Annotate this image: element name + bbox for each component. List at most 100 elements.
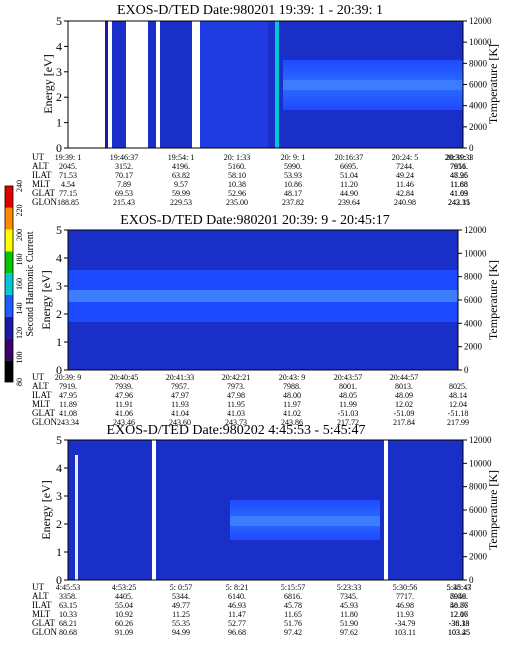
colorbar-tick-label: 100 — [15, 352, 24, 364]
ephemeris-cell: -51.03 — [338, 409, 359, 418]
ephemeris-cell: 4.54 — [61, 180, 75, 189]
ephemeris-cell: 103.45 — [448, 628, 470, 637]
ephemeris-cell: 20:16:37 — [335, 153, 363, 162]
colorbar-frame — [4, 185, 14, 383]
colorbar-cell — [5, 360, 13, 382]
ephemeris-cell: 80.68 — [59, 628, 77, 637]
colorbar-label: Second Harmonic Current — [25, 231, 36, 336]
ephemeris-row-label: GLAT — [32, 408, 55, 418]
colorbar-cell — [5, 207, 13, 230]
y2-tick-label: 2000 — [469, 122, 488, 132]
ephemeris-cell: 6695. — [340, 162, 358, 171]
ephemeris-cell: 63.15 — [59, 601, 77, 610]
y-tick-label: 0 — [56, 141, 62, 155]
y2-tick-label: 2000 — [464, 342, 483, 352]
ephemeris-row-label: ILAT — [32, 170, 52, 180]
panel-1-bright-line — [275, 21, 279, 148]
ephemeris-cell: 11.95 — [227, 400, 245, 409]
panel-1-y2label: Temperature [K] — [486, 44, 500, 124]
ephemeris-cell: 8025. — [449, 382, 467, 391]
panel-3: EXOS-D/TED Date:980202 4:45:53 - 5:45:47… — [32, 423, 500, 637]
panel-2-y-axis: 0 1 2 3 4 5 — [56, 223, 68, 377]
ephemeris-cell: 68.21 — [59, 619, 77, 628]
ephemeris-cell: 7973. — [227, 382, 245, 391]
y2-tick-label: 10000 — [464, 248, 487, 258]
ephemeris-cell: 96.68 — [228, 628, 246, 637]
y-tick-label: 0 — [56, 363, 62, 377]
panel-1-strip — [112, 21, 126, 148]
panel-1-data-gap — [68, 21, 105, 148]
ephemeris-cell: 215.43 — [113, 198, 135, 207]
ephemeris-cell: 10.33 — [59, 610, 77, 619]
ephemeris-row-label: UT — [32, 372, 44, 382]
panel-2: EXOS-D/TED Date:980201 20:39: 9 - 20:45:… — [32, 213, 500, 427]
colorbar-tick-label: 80 — [15, 378, 24, 386]
ephemeris-cell: 19:46:37 — [110, 153, 138, 162]
ephemeris-cell: 239.64 — [338, 198, 360, 207]
ephemeris-row-label: MLT — [32, 399, 51, 409]
ephemeris-cell: 41.06 — [115, 409, 133, 418]
ephemeris-cell: 41.02 — [283, 409, 301, 418]
y2-tick-label: 0 — [469, 143, 474, 153]
ephemeris-cell: 243.46 — [113, 418, 135, 427]
ephemeris-cell: -34.79 — [395, 619, 416, 628]
ephemeris-cell: 12.17 — [450, 610, 468, 619]
panel-1-data-gap — [192, 21, 200, 148]
y-tick-label: 5 — [56, 223, 62, 237]
colorbar-tick-label: 140 — [15, 303, 24, 315]
panel-1-band-core — [283, 80, 463, 90]
ephemeris-cell: 7.89 — [117, 180, 131, 189]
ephemeris-cell: 20: 1:33 — [224, 153, 250, 162]
ephemeris-cell: 53.93 — [284, 171, 302, 180]
panel-1-strip — [148, 21, 156, 148]
panel-2-title: EXOS-D/TED Date:980201 20:39: 9 - 20:45:… — [120, 213, 389, 228]
ephemeris-cell: 11.88 — [450, 180, 468, 189]
ephemeris-cell: 243.73 — [225, 418, 247, 427]
ephemeris-cell: 217.72 — [337, 418, 359, 427]
y2-tick-label: 10000 — [469, 458, 492, 468]
ephemeris-cell: 4196. — [172, 162, 190, 171]
panel-2-ephemeris-table: UT 20:39: 9 20:40:45 20:41:33 20:42:21 20:43:… — [32, 372, 469, 427]
ephemeris-row-label: ILAT — [32, 600, 52, 610]
ephemeris-cell: 70.17 — [115, 171, 133, 180]
ephemeris-cell: 7244. — [396, 162, 414, 171]
ephemeris-cell: 6140. — [228, 592, 246, 601]
panel-2-plot — [67, 229, 459, 371]
ephemeris-cell: 20:24: 5 — [392, 153, 418, 162]
ephemeris-row-label: GLAT — [32, 188, 55, 198]
y2-tick-label: 6000 — [464, 295, 483, 305]
ephemeris-cell: 8046. — [450, 592, 468, 601]
ephemeris-row-label: ALT — [32, 381, 49, 391]
panel-3-y-axis: 0 1 2 3 4 5 — [56, 433, 68, 587]
y2-tick-label: 0 — [464, 365, 469, 375]
ephemeris-cell: 5: 0:57 — [170, 583, 192, 592]
ephemeris-cell: 48.00 — [283, 391, 301, 400]
ephemeris-cell: 44.90 — [340, 189, 358, 198]
ephemeris-cell: 12.06 — [450, 610, 468, 619]
ephemeris-cell: 12.02 — [395, 400, 413, 409]
panel-3-y2-axis: 0 2000 4000 6000 8000 10000 12000 — [463, 435, 492, 585]
ephemeris-cell: 2045. — [59, 162, 77, 171]
ephemeris-cell: 4405. — [115, 592, 133, 601]
ephemeris-cell: 10.92 — [115, 610, 133, 619]
y-tick-label: 4 — [56, 251, 62, 265]
ephemeris-cell: 19:54: 1 — [168, 153, 194, 162]
ephemeris-cell: 48.09 — [395, 391, 413, 400]
ephemeris-row-label: GLAT — [32, 618, 55, 628]
ephemeris-cell: 45.78 — [284, 601, 302, 610]
y-tick-label: 1 — [56, 335, 62, 349]
ephemeris-cell: 11.89 — [59, 400, 77, 409]
ephemeris-cell: 20:40:45 — [110, 373, 138, 382]
y-tick-label: 3 — [56, 65, 62, 79]
ephemeris-cell: -36.33 — [449, 619, 470, 628]
ephemeris-cell: 7919. — [59, 382, 77, 391]
ephemeris-cell: 20:44:57 — [390, 373, 418, 382]
ephemeris-row-label: ALT — [32, 591, 49, 601]
panel-2-band-core — [68, 290, 458, 302]
panel-3-data-gap — [384, 440, 388, 580]
ephemeris-cell: 20:43: 9 — [279, 373, 305, 382]
ephemeris-cell: 20: 9: 1 — [281, 153, 305, 162]
colorbar-cell — [5, 338, 13, 361]
ephemeris-cell: 10.38 — [228, 180, 246, 189]
ephemeris-cell: 5344. — [172, 592, 190, 601]
